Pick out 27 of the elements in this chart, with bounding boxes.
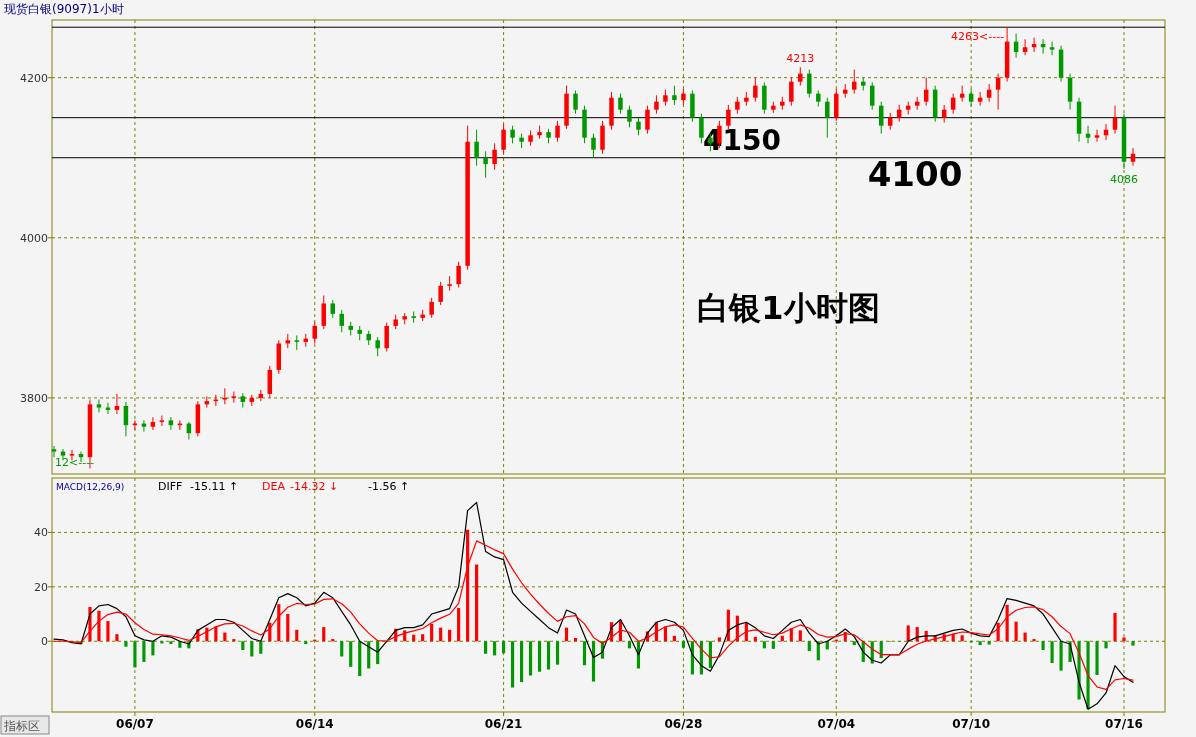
y-tick-label: 4200 — [20, 71, 48, 85]
annotation: 4213 — [786, 52, 815, 66]
annotation: 12<---- — [55, 456, 95, 469]
x-tick-label: 07/10 — [952, 717, 991, 731]
x-tick-label: 06/28 — [664, 717, 703, 731]
annotation: -14.32 ↓ — [290, 480, 339, 493]
text: DIFF — [158, 480, 183, 493]
y-tick-label: 20 — [34, 580, 48, 594]
x-tick-label: 06/21 — [484, 717, 523, 731]
x-tick-label: 07/16 — [1105, 717, 1143, 731]
y-tick-label: 0 — [41, 635, 48, 649]
y-tick-label: 40 — [34, 526, 48, 540]
annotation: -1.56 ↑ — [368, 480, 410, 493]
annotation: 4263<---- — [951, 30, 1005, 44]
annotation: MACD(12,26,9) — [56, 482, 125, 492]
annotation: 4086 — [1110, 172, 1139, 186]
x-tick-label: 06/07 — [116, 717, 154, 731]
text: 指标区 — [3, 719, 40, 733]
text: DEA — [262, 480, 286, 493]
y-tick-label: 4000 — [20, 231, 48, 245]
chart-title: 现货白银(9097)1小时 — [4, 2, 124, 16]
annotation: 白银1小时图 — [697, 289, 880, 327]
annotation: -15.11 ↑ — [190, 480, 239, 493]
ref-line-label: 4100 — [867, 153, 963, 194]
x-tick-label: 06/14 — [295, 717, 334, 731]
y-tick-label: 3800 — [20, 391, 48, 405]
x-tick-label: 07/04 — [817, 717, 856, 731]
